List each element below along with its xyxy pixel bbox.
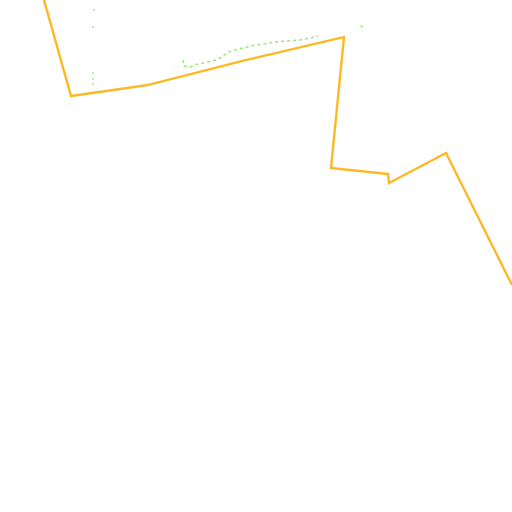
boundary-line[interactable] <box>42 0 512 286</box>
trail-ridge <box>182 35 319 68</box>
trail-mark-east <box>359 25 364 28</box>
trail-layer <box>92 9 364 88</box>
